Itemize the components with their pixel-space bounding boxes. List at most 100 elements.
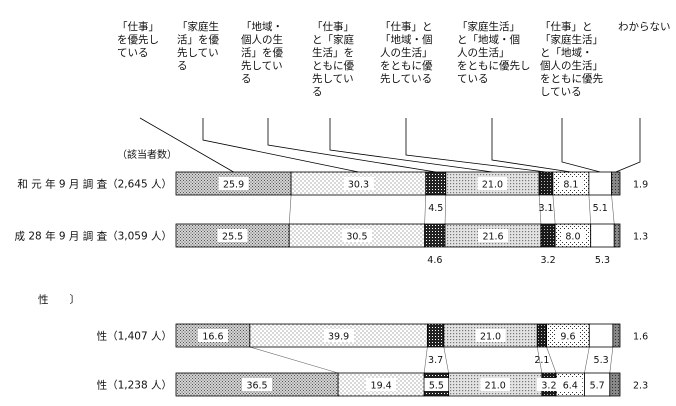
value-label: 3.2 (541, 255, 556, 266)
value-label: 25.5 (222, 232, 243, 243)
legend-text-0: を優先し (117, 33, 159, 46)
value-label: 8.1 (563, 180, 578, 191)
legend-text-3: ともに優 (312, 59, 354, 72)
legend-text-7: わからない (618, 21, 671, 33)
value-label: 21.0 (485, 381, 506, 392)
legend-text-5: と「地域・個 (457, 33, 520, 46)
legend-text-5: 「家庭生活」 (457, 20, 520, 33)
row-label: 成 28 年 9 月 調 査（3,059 人） (15, 230, 172, 243)
value-label: 5.1 (593, 203, 608, 214)
value-label-bg (555, 329, 580, 342)
value-label: 3.2 (541, 381, 556, 392)
value-label: 9.6 (560, 332, 575, 343)
leader-line-0 (139, 117, 234, 173)
value-label-bg (217, 229, 248, 242)
value-label-bg (218, 177, 249, 190)
legend-text-6: 個人の生活」 (540, 59, 603, 72)
connector-line (609, 346, 614, 374)
value-label: 5.5 (429, 381, 444, 392)
value-label: 1.3 (633, 232, 648, 243)
connector-line (288, 194, 292, 225)
connector-line (546, 346, 557, 374)
legend-text-3: 「仕事」 (312, 20, 354, 33)
legend-text-2: 活」を優 (241, 46, 283, 59)
value-label: 30.5 (346, 232, 367, 243)
legend-text-0: 「仕事」 (117, 20, 159, 33)
value-label: 3.1 (538, 203, 553, 214)
value-label-bg (558, 177, 583, 190)
section-label: 性 〕 (38, 293, 80, 306)
legend-text-4: 先している (380, 73, 432, 85)
value-label-bg (366, 378, 397, 391)
bar-segment (609, 372, 621, 397)
legend-text-6: している (540, 86, 582, 98)
leader-line-4 (405, 118, 547, 173)
value-label: 19.4 (371, 381, 392, 392)
connector-line (249, 346, 339, 374)
connector-line (424, 194, 427, 225)
value-label-bg (560, 229, 585, 242)
value-label: 1.9 (633, 180, 648, 191)
value-label: 4.5 (428, 203, 443, 214)
connector-line (588, 194, 591, 225)
legend-text-3: と「家庭 (312, 33, 354, 46)
legend-text-1: 「家庭生 (177, 20, 219, 33)
bar-segment (613, 223, 621, 248)
value-label: 2.1 (534, 355, 549, 366)
value-label-bg (536, 378, 561, 391)
bar-segment (612, 323, 621, 348)
legend-text-5: ている (457, 73, 489, 85)
connector-line (538, 194, 542, 225)
legend-text-3: 先してい (312, 73, 354, 85)
bar-segment (588, 323, 614, 348)
value-label: 1.6 (633, 332, 648, 343)
bar-segment (590, 223, 615, 248)
value-label-bg (341, 229, 372, 242)
legend-text-2: 先してい (241, 60, 283, 72)
connector-line (611, 194, 615, 225)
value-label: 2.3 (633, 381, 648, 392)
legend-text-4: をともに優 (380, 59, 433, 72)
value-label: 39.9 (328, 332, 349, 343)
legend-text-6: 「家庭生活」 (540, 33, 603, 46)
bar-segment (540, 223, 556, 248)
bar-segment (424, 223, 446, 248)
legend-text-4: 「仕事」と (380, 20, 433, 33)
value-label-bg (478, 229, 509, 242)
value-label: 16.6 (202, 332, 223, 343)
value-label: 36.5 (246, 381, 267, 392)
value-label-bg (343, 177, 374, 190)
value-label-bg (242, 378, 273, 391)
leader-line-6 (561, 118, 601, 173)
value-label: 30.3 (348, 180, 369, 191)
legend-text-4: 人の生活」 (380, 46, 433, 59)
value-label: 4.6 (427, 255, 442, 266)
value-label: 21.0 (482, 180, 503, 191)
bar-segment (611, 171, 621, 196)
value-label: 5.7 (590, 381, 605, 392)
connector-line (423, 346, 428, 374)
value-label-bg (197, 329, 228, 342)
count-header: （該当者数） (117, 148, 177, 161)
legend-text-2: 個人の生 (241, 33, 283, 46)
leader-line-7 (615, 118, 641, 173)
bar-segment (538, 171, 554, 196)
legend-text-5: をともに優先し (457, 59, 531, 72)
legend-text-6: と「地域・ (540, 46, 593, 59)
leader-line-2 (267, 118, 436, 173)
bar-segment (588, 171, 612, 196)
value-label: 8.0 (565, 232, 580, 243)
leader-line-5 (491, 118, 571, 173)
leader-line-1 (202, 118, 359, 173)
value-label: 5.3 (594, 355, 609, 366)
value-label: 21.6 (482, 232, 503, 243)
bar-segment (426, 323, 445, 348)
value-label: 3.7 (428, 355, 443, 366)
connector-line (584, 346, 590, 374)
legend-text-3: 生活」を (312, 46, 354, 59)
value-label-bg (558, 378, 583, 391)
value-label-bg (585, 378, 610, 391)
row-label: 性（1,407 人） (97, 330, 172, 343)
leader-line-3 (329, 118, 493, 173)
